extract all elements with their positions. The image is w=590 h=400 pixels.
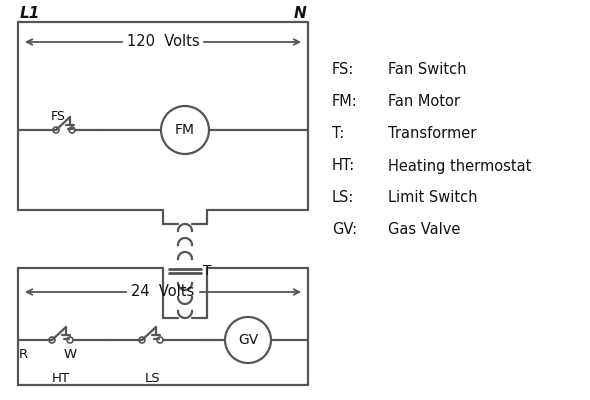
Text: Gas Valve: Gas Valve xyxy=(388,222,460,238)
Text: T: T xyxy=(203,264,211,278)
Text: FM: FM xyxy=(175,123,195,137)
Text: Heating thermostat: Heating thermostat xyxy=(388,158,532,174)
Text: Transformer: Transformer xyxy=(388,126,476,142)
Text: Fan Switch: Fan Switch xyxy=(388,62,467,78)
Text: HT:: HT: xyxy=(332,158,355,174)
Text: FS:: FS: xyxy=(332,62,355,78)
Text: W: W xyxy=(64,348,77,362)
Text: LS: LS xyxy=(145,372,161,384)
Text: Fan Motor: Fan Motor xyxy=(388,94,460,110)
Text: R: R xyxy=(19,348,28,362)
Text: L1: L1 xyxy=(20,6,40,22)
Text: 24  Volts: 24 Volts xyxy=(132,284,195,300)
Text: GV:: GV: xyxy=(332,222,357,238)
Text: T:: T: xyxy=(332,126,345,142)
Text: HT: HT xyxy=(52,372,70,384)
Text: GV: GV xyxy=(238,333,258,347)
Text: Limit Switch: Limit Switch xyxy=(388,190,477,206)
Text: FM:: FM: xyxy=(332,94,358,110)
Text: LS:: LS: xyxy=(332,190,355,206)
Text: 120  Volts: 120 Volts xyxy=(127,34,199,50)
Text: N: N xyxy=(293,6,306,22)
Text: FS: FS xyxy=(51,110,65,122)
